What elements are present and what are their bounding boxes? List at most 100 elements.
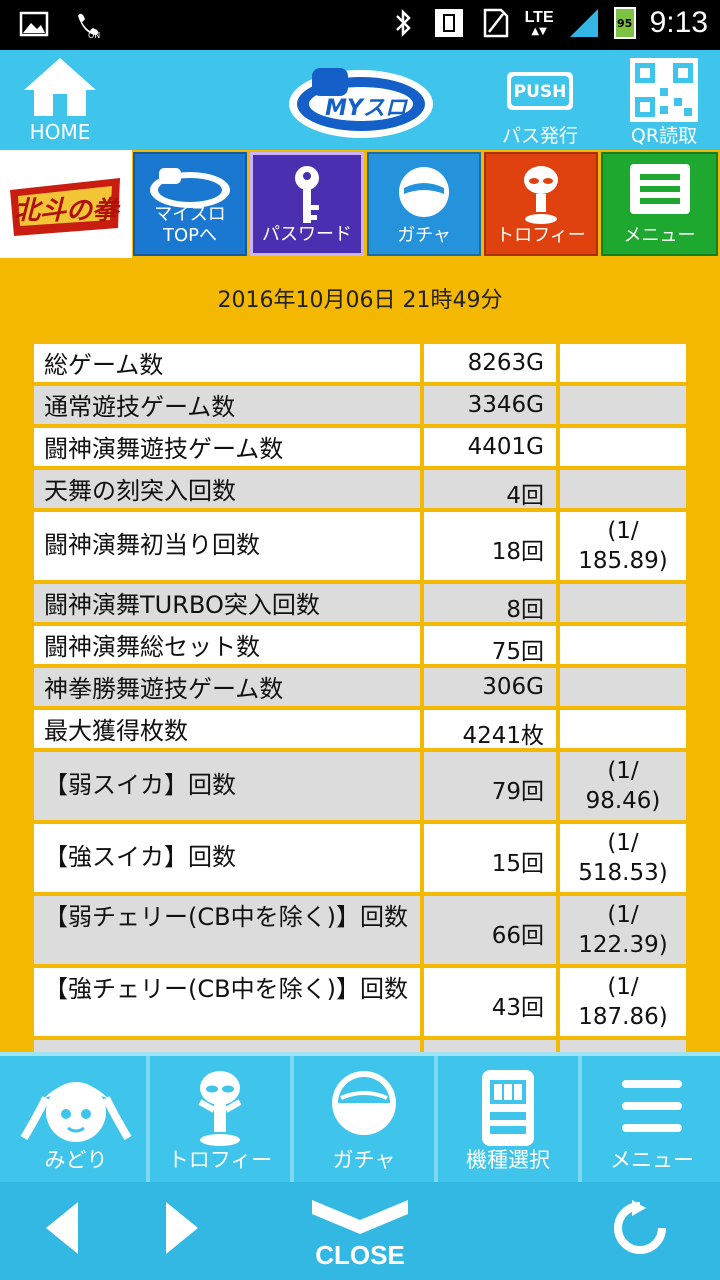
- back-arrow-icon[interactable]: [42, 1200, 82, 1256]
- row-ratio: [560, 386, 686, 424]
- no-sim-icon: [483, 8, 508, 38]
- pass-issue-label: パス発行: [501, 125, 578, 147]
- nav-tiles: 北斗の拳 マイスロ TOPへ パスワード ガチャ トロフィー メニュー: [0, 150, 720, 258]
- stats-table: 総ゲーム数 8263G 通常遊技ゲーム数 3346G 闘神演舞遊技ゲーム数 4401G…: [34, 344, 686, 1052]
- row-value: 75回: [424, 626, 556, 665]
- hamburger-icon: [622, 1080, 682, 1132]
- row-ratio: [560, 626, 686, 664]
- myslo-logo-icon: [150, 168, 230, 208]
- row-label: 神拳勝舞遊技ゲーム数: [34, 668, 420, 706]
- bottom-trophy-label: トロフィー: [167, 1148, 273, 1172]
- row-ratio: [560, 710, 686, 748]
- logo-text: MYスロ: [325, 96, 407, 121]
- trophy-label: トロフィー: [496, 225, 586, 246]
- trophy-button[interactable]: トロフィー: [484, 152, 598, 256]
- row-ratio: [560, 428, 686, 466]
- row-label: 【弱チェリー(CB中を除く)】回数: [34, 896, 420, 964]
- midori-label: みどり: [44, 1148, 108, 1172]
- gacha-label: ガチャ: [397, 225, 451, 246]
- row-value: 8263G: [424, 344, 556, 382]
- row-value: 3346G: [424, 386, 556, 424]
- signal-icon: [569, 9, 598, 37]
- row-ratio: [560, 470, 686, 508]
- row-ratio: (1/ 185.89): [560, 512, 686, 580]
- row-label: 闘神演舞遊技ゲーム数: [34, 428, 420, 466]
- row-value: 79回: [424, 752, 556, 820]
- midori-button[interactable]: みどり: [8, 1060, 144, 1182]
- table-row: 神拳勝舞遊技ゲーム数 306G: [34, 668, 686, 710]
- table-row: 【弱チェリー(CB中を除く)】回数 66回 (1/ 122.39): [34, 896, 686, 968]
- bottom-gacha-button[interactable]: ガチャ: [296, 1060, 432, 1182]
- qr-read-button[interactable]: QR読取: [622, 56, 706, 148]
- table-row: 総ゲーム数 8263G: [34, 344, 686, 386]
- reload-icon[interactable]: [612, 1200, 668, 1256]
- row-value: 4401G: [424, 428, 556, 466]
- row-label: 最大獲得枚数: [34, 710, 420, 748]
- myslo-top-label-1: マイスロ: [154, 204, 226, 225]
- menu-icon: [629, 164, 690, 214]
- row-label: 【強チェリー(CB中を除く)】回数: [34, 968, 420, 1036]
- status-bar: ON LTE ▲▼ 95 9:13: [0, 0, 720, 50]
- data-timestamp: 2016年10月06日 21時49分: [217, 288, 503, 313]
- qr-read-label: QR読取: [630, 125, 698, 147]
- gacha-button[interactable]: ガチャ: [367, 152, 481, 256]
- clock: 9:13: [649, 6, 708, 39]
- game-logo[interactable]: 北斗の拳: [0, 150, 132, 258]
- bottom-nav: みどり トロフィー ガチャ 機種選択 メニュー: [0, 1052, 720, 1182]
- midori-character-icon: [20, 1082, 132, 1142]
- row-label: 闘神演舞総セット数: [34, 626, 420, 664]
- bottom-menu-label: メニュー: [610, 1148, 694, 1172]
- row-value: 306G: [424, 668, 556, 706]
- table-row: 【強チェリー(CB中を除く)】回数 43回 (1/ 187.86): [34, 968, 686, 1040]
- push-pass-icon: [507, 72, 573, 110]
- push-badge: PUSH: [513, 82, 567, 102]
- alien-trophy-icon: [524, 166, 558, 224]
- close-button[interactable]: CLOSE: [315, 1240, 405, 1270]
- table-row: 闘神演舞遊技ゲーム数 4401G: [34, 428, 686, 470]
- table-row: 闘神演舞総セット数 75回: [34, 626, 686, 668]
- gacha-capsule-icon: [332, 1071, 396, 1135]
- menu-label: メニュー: [623, 225, 696, 246]
- row-value: 18回: [424, 512, 556, 580]
- slot-machine-icon: [482, 1070, 534, 1146]
- row-label: 【強スイカ】回数: [34, 824, 420, 892]
- row-ratio: [560, 584, 686, 622]
- row-label: 闘神演舞TURBO突入回数: [34, 584, 420, 622]
- bottom-trophy-button[interactable]: トロフィー: [152, 1060, 288, 1182]
- row-value: 4241枚: [424, 710, 556, 749]
- password-button[interactable]: パスワード: [250, 152, 364, 256]
- menu-button[interactable]: メニュー: [601, 152, 718, 256]
- table-row: 【弱スイカ】回数 79回 (1/ 98.46): [34, 752, 686, 824]
- home-label: HOME: [29, 120, 91, 144]
- battery-icon: 95: [613, 7, 636, 39]
- key-icon: [295, 166, 319, 223]
- myslo-logo[interactable]: MYスロ: [286, 60, 436, 142]
- table-row: 天舞の刻突入回数 4回: [34, 470, 686, 512]
- row-value: 4回: [424, 470, 556, 509]
- row-ratio: (1/ 518.53): [560, 824, 686, 892]
- row-ratio: [560, 344, 686, 382]
- row-label: 【弱スイカ】回数: [34, 752, 420, 820]
- bottom-menu-button[interactable]: メニュー: [584, 1060, 720, 1182]
- pass-issue-button[interactable]: PUSH パス発行: [498, 64, 582, 148]
- forward-arrow-icon[interactable]: [162, 1200, 202, 1256]
- gallery-icon: [19, 11, 49, 37]
- call-on-icon: ON: [78, 13, 100, 40]
- svg-text:ON: ON: [88, 31, 100, 40]
- close-chevron-icon[interactable]: [312, 1198, 408, 1234]
- gacha-capsule-icon: [399, 167, 449, 217]
- myslo-top-button[interactable]: マイスロ TOPへ: [133, 152, 247, 256]
- browser-footer: CLOSE: [0, 1182, 720, 1280]
- alien-trophy-icon: [198, 1071, 242, 1146]
- row-value: 43回: [424, 968, 556, 1036]
- table-row: 闘神演舞TURBO突入回数 8回: [34, 584, 686, 626]
- vibrate-icon: [434, 9, 463, 37]
- row-ratio: (1/ 98.46): [560, 752, 686, 820]
- model-select-button[interactable]: 機種選択: [440, 1060, 576, 1182]
- table-row: 最大獲得枚数 4241枚: [34, 710, 686, 752]
- home-button[interactable]: HOME: [18, 56, 102, 148]
- model-select-label: 機種選択: [466, 1148, 550, 1172]
- row-ratio: [560, 668, 686, 706]
- row-value: 8回: [424, 584, 556, 623]
- bottom-gacha-label: ガチャ: [332, 1148, 396, 1172]
